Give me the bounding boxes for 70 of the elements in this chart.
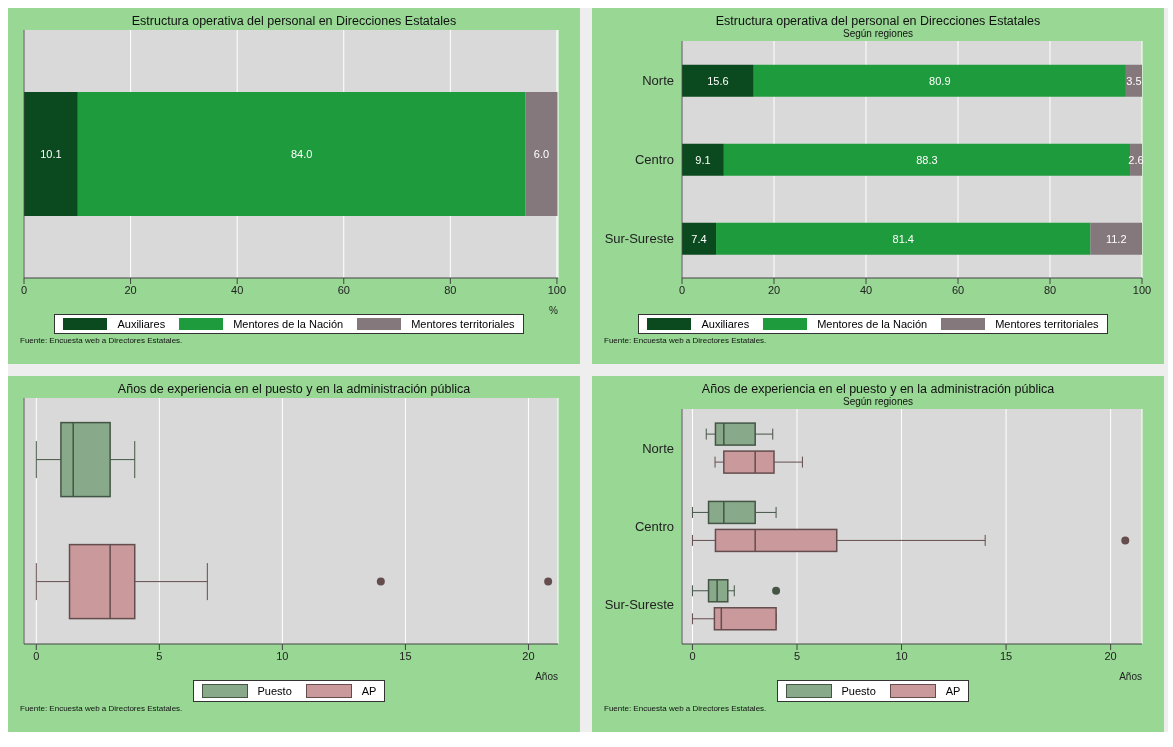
legend-label: AP: [361, 685, 377, 697]
bar: [682, 143, 724, 176]
legend-label: Auxiliares: [701, 318, 750, 330]
x-tick-label: 15: [999, 649, 1013, 662]
y-tick-label: Sur-Sureste: [604, 597, 674, 613]
chart-title: Años de experiencia en el puesto y en la administración pública: [117, 382, 471, 396]
x-tick-label: 80: [1043, 283, 1057, 296]
chart-title: Años de experiencia en el puesto y en la administración pública: [701, 382, 1055, 396]
data-label: 88.3: [916, 153, 938, 166]
legend-label: AP: [945, 685, 961, 697]
x-tick-label: 20: [522, 649, 535, 662]
chart-title: Estructura operativa del personal en Direcciones Estatales: [715, 14, 1041, 28]
source-note: Fuente: Encuesta web a Directores Estatales.: [604, 704, 767, 713]
x-tick-label: 20: [767, 283, 781, 296]
source-note: Fuente: Encuesta web a Directores Estatales.: [20, 336, 183, 345]
legend-label: Mentores territoriales: [411, 318, 515, 330]
x-tick-label: 0: [689, 649, 696, 662]
data-label: 81.4: [892, 232, 914, 245]
x-tick-label: 20: [124, 283, 137, 296]
x-axis-title: %: [549, 305, 559, 316]
y-tick-label: Norte: [642, 440, 674, 456]
data-label: 80.9: [929, 74, 951, 87]
source-note: Fuente: Encuesta web a Directores Estatales.: [20, 704, 183, 713]
data-label: 3.5: [1126, 74, 1142, 87]
y-tick-label: Centro: [634, 152, 674, 168]
bar: [24, 92, 78, 216]
x-tick-label: 0: [678, 283, 686, 296]
legend-label: Auxiliares: [117, 318, 166, 330]
bar: [1090, 222, 1142, 255]
data-label: 10.1: [40, 148, 62, 160]
data-label: 7.4: [691, 232, 707, 245]
x-axis-title: Años: [1119, 671, 1142, 682]
x-tick-label: 100: [547, 283, 567, 296]
y-tick-label: Norte: [642, 73, 674, 89]
x-tick-label: 100: [1132, 283, 1152, 296]
y-tick-label: Sur-Sureste: [604, 231, 674, 247]
x-tick-label: 60: [951, 283, 965, 296]
x-tick-label: 10: [895, 649, 908, 662]
legend-label: Mentores de la Nación: [817, 318, 928, 330]
legend-label: Mentores territoriales: [995, 318, 1099, 330]
data-label: 84.0: [290, 148, 313, 160]
source-note: Fuente: Encuesta web a Directores Estatales.: [604, 336, 767, 345]
bar: [716, 222, 1091, 255]
chart-subtitle: Según regiones: [842, 396, 914, 407]
legend-label: Puesto: [841, 685, 876, 697]
x-axis-title: Años: [535, 671, 558, 682]
x-tick-label: 40: [859, 283, 873, 296]
data-label: 15.6: [707, 74, 729, 87]
bar: [682, 64, 754, 97]
legend-label: Puesto: [257, 685, 292, 697]
chart-subtitle: Según regiones: [842, 28, 914, 39]
x-tick-label: 5: [156, 649, 163, 662]
x-tick-label: 20: [1104, 649, 1117, 662]
data-label: 11.2: [1105, 232, 1127, 245]
x-tick-label: 5: [793, 649, 801, 662]
chart-title: Estructura operativa del personal en Direcciones Estatales: [131, 14, 457, 28]
x-tick-label: 80: [444, 283, 457, 296]
x-tick-label: 60: [337, 283, 350, 296]
x-tick-label: 40: [231, 283, 244, 296]
bar: [525, 92, 558, 216]
y-tick-label: Centro: [634, 519, 674, 535]
bar: [753, 64, 1126, 97]
x-tick-label: 0: [20, 283, 28, 296]
x-tick-label: 0: [33, 649, 40, 662]
x-tick-label: 15: [399, 649, 412, 662]
bar: [682, 222, 717, 255]
legend-label: Mentores de la Nación: [233, 318, 344, 330]
data-label: 9.1: [695, 153, 711, 166]
data-label: 6.0: [533, 148, 550, 160]
x-tick-label: 10: [276, 649, 289, 662]
